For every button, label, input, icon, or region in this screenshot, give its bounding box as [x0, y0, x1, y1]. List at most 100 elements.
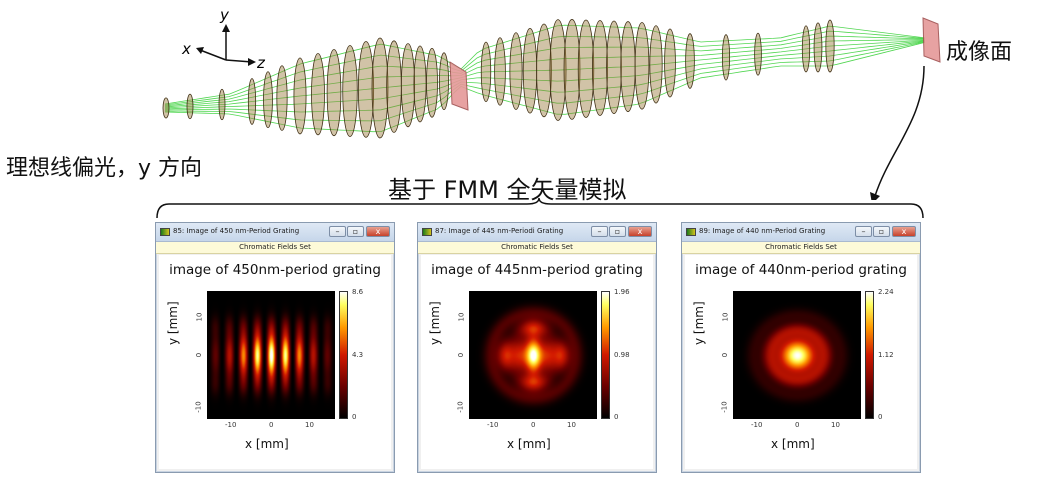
y-axis-label: y [mm] — [692, 301, 706, 345]
y-tick: 0 — [195, 352, 204, 358]
intensity-heatmap[interactable] — [733, 291, 861, 419]
lens-element — [357, 41, 375, 138]
lens-element — [439, 52, 449, 110]
x-axis-label: x [mm] — [245, 437, 289, 451]
minimize-button[interactable]: – — [591, 226, 608, 237]
x-axis-label: x [mm] — [507, 437, 551, 451]
lens-element — [186, 93, 194, 120]
y-axis-label: y [mm] — [166, 301, 180, 345]
close-button[interactable]: x — [892, 226, 916, 237]
lens-element — [400, 43, 416, 128]
lens-element — [276, 65, 288, 131]
lens-element — [664, 28, 676, 98]
light-ray — [164, 39, 926, 109]
window-titlebar[interactable]: 87: Image of 445 nm-Periodi Grating – ▫ … — [418, 223, 656, 242]
lens-element — [326, 49, 342, 137]
lens-element — [592, 20, 609, 116]
y-tick: 10 — [721, 312, 730, 322]
light-ray — [164, 41, 926, 133]
window-subtitle: Chromatic Fields Set — [418, 242, 656, 254]
colorbar-tick: 1.96 — [614, 288, 630, 296]
maximize-button[interactable]: ▫ — [347, 226, 364, 237]
axis-x-label: x — [181, 40, 191, 58]
axis-y-label: y — [219, 6, 230, 24]
lens-element — [342, 45, 358, 137]
lens-element — [371, 37, 389, 139]
result-window[interactable]: 87: Image of 445 nm-Periodi Grating – ▫ … — [417, 222, 657, 473]
y-axis-label: y [mm] — [428, 301, 442, 345]
light-ray — [164, 30, 926, 106]
lens-element — [263, 71, 273, 129]
app-icon — [422, 228, 432, 236]
close-button[interactable]: x — [366, 226, 390, 237]
app-icon — [160, 228, 170, 236]
x-tick: 10 — [305, 421, 314, 429]
lens-element — [536, 23, 552, 118]
plot-area[interactable]: image of 450nm-period grating 8.6 4.3 0 … — [159, 255, 391, 469]
colorbar — [865, 291, 874, 419]
light-ray — [164, 39, 926, 108]
y-tick: -10 — [720, 401, 729, 413]
lens-element — [293, 57, 307, 135]
window-title: 87: Image of 445 nm-Periodi Grating — [435, 227, 564, 235]
plot-title: image of 450nm-period grating — [169, 262, 381, 278]
window-title: 85: Image of 450 nm-Period Grating — [173, 227, 300, 235]
y-tick: 0 — [721, 352, 730, 358]
minimize-button[interactable]: – — [855, 226, 872, 237]
colorbar — [601, 291, 610, 419]
lens-element — [549, 19, 567, 121]
light-ray — [164, 40, 926, 110]
light-ray — [164, 24, 926, 105]
x-tick: 0 — [531, 421, 536, 429]
lens-element — [386, 40, 402, 133]
x-tick: 0 — [269, 421, 274, 429]
colorbar-tick: 0 — [352, 413, 357, 421]
maximize-button[interactable]: ▫ — [609, 226, 626, 237]
close-button[interactable]: x — [628, 226, 652, 237]
lens-element — [413, 45, 427, 123]
light-ray — [164, 35, 926, 107]
app-icon — [686, 228, 696, 236]
colorbar-tick: 2.24 — [878, 288, 894, 296]
x-tick: -10 — [751, 421, 763, 429]
lens-element — [218, 88, 226, 121]
y-tick: -10 — [456, 401, 465, 413]
plot-title: image of 440nm-period grating — [695, 262, 907, 278]
lens-element — [247, 78, 257, 125]
intensity-heatmap[interactable] — [469, 291, 597, 419]
colorbar-tick: 0 — [614, 413, 619, 421]
minimize-button[interactable]: – — [329, 226, 346, 237]
intensity-heatmap[interactable] — [207, 291, 335, 419]
y-tick: 10 — [457, 312, 466, 322]
optical-system-diagram: y z x — [162, 6, 941, 200]
plot-area[interactable]: image of 445nm-period grating 1.96 0.98 … — [421, 255, 653, 469]
colorbar-tick: 0 — [878, 413, 883, 421]
pointer-arrowhead — [870, 192, 880, 200]
result-window[interactable]: 85: Image of 450 nm-Period Grating – ▫ x… — [155, 222, 395, 473]
window-subtitle: Chromatic Fields Set — [156, 242, 394, 254]
colorbar-tick: 8.6 — [352, 288, 364, 296]
colorbar-tick: 0.98 — [614, 351, 630, 359]
lens-element — [606, 20, 622, 114]
window-titlebar[interactable]: 85: Image of 450 nm-Period Grating – ▫ x — [156, 223, 394, 242]
window-titlebar[interactable]: 89: Image of 440 nm-Period Grating – ▫ x — [682, 223, 920, 242]
grouping-brace — [156, 198, 924, 219]
window-title: 89: Image of 440 nm-Period Grating — [699, 227, 826, 235]
pointer-arrow — [874, 65, 925, 197]
image-plane-prism — [922, 17, 941, 63]
lens-element — [426, 48, 438, 118]
colorbar-tick: 1.12 — [878, 351, 894, 359]
lens-element — [649, 25, 663, 104]
source-polarization-label: 理想线偏光，y 方向 — [6, 156, 203, 181]
simulation-label: 基于 FMM 全矢量模拟 — [388, 176, 627, 204]
lens-element — [754, 32, 762, 76]
result-window[interactable]: 89: Image of 440 nm-Period Grating – ▫ x… — [681, 222, 921, 473]
colorbar-tick: 4.3 — [352, 351, 364, 359]
light-ray — [164, 40, 926, 113]
lens-element — [801, 25, 811, 73]
plot-area[interactable]: image of 440nm-period grating 2.24 1.12 … — [685, 255, 917, 469]
lens-element — [721, 34, 731, 81]
x-axis-label: x [mm] — [771, 437, 815, 451]
lens-group — [162, 19, 835, 139]
maximize-button[interactable]: ▫ — [873, 226, 890, 237]
